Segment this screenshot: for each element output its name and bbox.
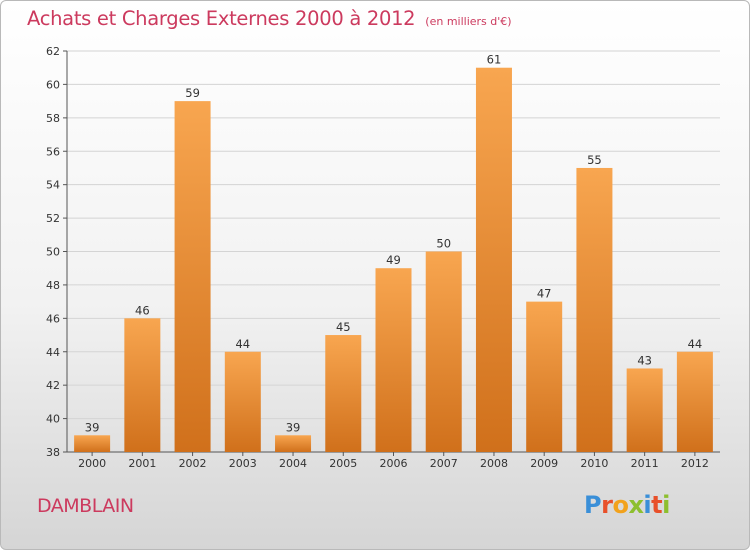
y-tick-label: 42	[46, 379, 60, 392]
y-tick-label: 50	[46, 246, 60, 259]
y-tick-label: 48	[46, 279, 60, 292]
x-tick-label: 2010	[580, 457, 608, 470]
logo-letter: o	[612, 491, 629, 519]
bar-value-label: 39	[85, 420, 100, 434]
y-tick-label: 44	[46, 346, 60, 359]
y-tick-label: 54	[46, 179, 60, 192]
bar	[275, 435, 312, 452]
x-tick-label: 2003	[229, 457, 257, 470]
x-tick-label: 2002	[179, 457, 207, 470]
x-tick-label: 2001	[128, 457, 156, 470]
bar-value-label: 50	[436, 237, 451, 251]
chart-title-block: Achats et Charges Externes 2000 à 2012 (e…	[27, 7, 512, 30]
city-name: DAMBLAIN	[37, 495, 134, 517]
x-tick-label: 2005	[329, 457, 357, 470]
bar	[174, 101, 211, 452]
x-tick-label: 2009	[530, 457, 558, 470]
bar	[74, 435, 111, 452]
bar-value-label: 47	[537, 287, 552, 301]
logo-letter: i	[662, 491, 670, 519]
data-labels: 39 46 59 44 39 45 49 50 61 47 55 43 44	[85, 53, 702, 435]
logo-letter: t	[651, 491, 663, 519]
logo-letter: i	[643, 491, 652, 519]
x-tick-label: 2000	[78, 457, 106, 470]
proxiti-logo: Proxiti	[584, 491, 670, 519]
bar	[325, 335, 362, 452]
y-tick-label: 62	[46, 45, 60, 58]
chart-title: Achats et Charges Externes 2000 à 2012	[27, 7, 416, 30]
bar-value-label: 44	[688, 337, 703, 351]
x-tick-label: 2012	[681, 457, 709, 470]
bar-value-label: 45	[336, 320, 351, 334]
bar-value-label: 39	[286, 420, 301, 434]
y-tick-label: 56	[46, 145, 60, 158]
bar	[375, 268, 412, 452]
logo-letter: r	[601, 491, 613, 519]
bar	[526, 301, 563, 452]
y-tick-label: 58	[46, 112, 60, 125]
logo-letter: P	[584, 491, 602, 519]
bar	[475, 67, 512, 452]
chart-unit: (en milliers d'€)	[425, 15, 512, 28]
logo-letter: x	[628, 491, 644, 519]
axes: 38 40 42 44 46 48 50 52 54 56 58 60 62 2000 2001 2002 20…	[46, 45, 720, 470]
bar	[676, 351, 713, 452]
x-tick-label: 2008	[480, 457, 508, 470]
bar	[626, 368, 663, 452]
bar-value-label: 61	[487, 53, 502, 67]
y-tick-label: 40	[46, 413, 60, 426]
bar-value-label: 46	[135, 303, 150, 317]
x-tick-label: 2006	[380, 457, 408, 470]
bar	[576, 167, 613, 453]
bar-value-label: 49	[386, 253, 401, 267]
bar-value-label: 59	[185, 86, 200, 100]
y-tick-label: 46	[46, 312, 60, 325]
y-tick-label: 38	[46, 446, 60, 459]
bar-value-label: 44	[235, 337, 250, 351]
bar	[124, 318, 161, 452]
bar-value-label: 55	[587, 153, 602, 167]
bar	[425, 251, 462, 452]
y-tick-label: 60	[46, 78, 60, 91]
y-tick-label: 52	[46, 212, 60, 225]
x-tick-label: 2011	[631, 457, 659, 470]
bars	[74, 67, 713, 453]
x-tick-label: 2007	[430, 457, 458, 470]
x-tick-label: 2004	[279, 457, 307, 470]
bar	[224, 351, 261, 452]
bar-value-label: 43	[637, 353, 652, 367]
